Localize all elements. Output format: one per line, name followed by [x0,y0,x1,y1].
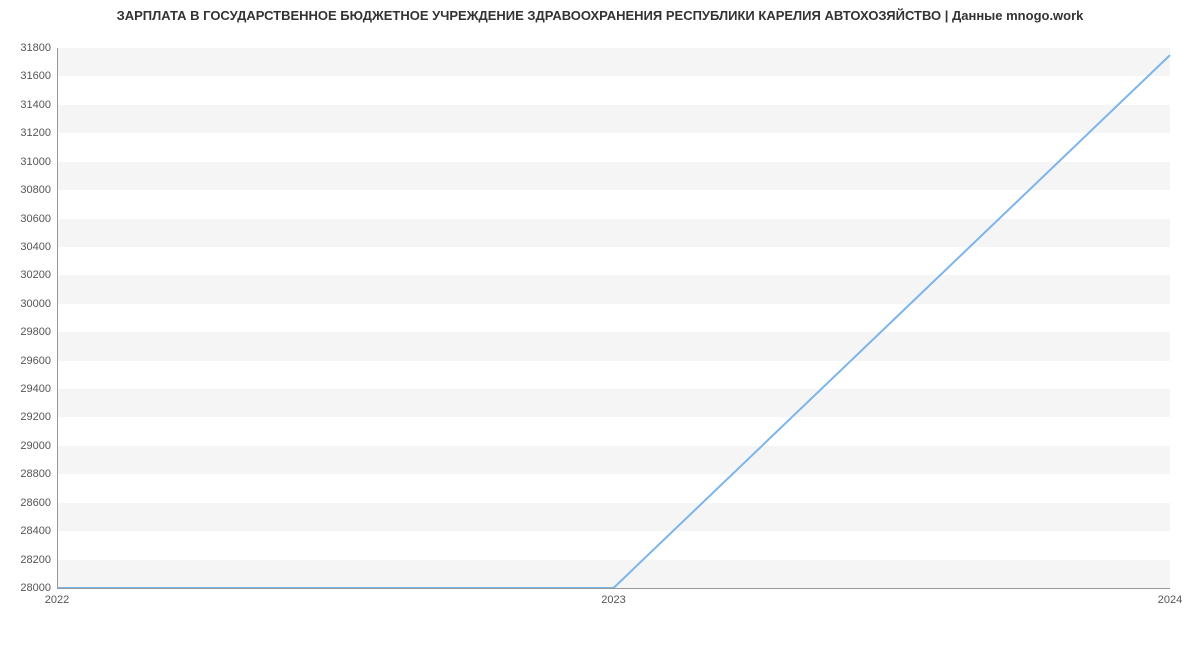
series-salary [57,55,1170,588]
salary-chart: ЗАРПЛАТА В ГОСУДАРСТВЕННОЕ БЮДЖЕТНОЕ УЧР… [0,0,1200,650]
y-axis [57,48,58,588]
y-tick-label: 31200 [20,127,57,139]
y-tick-label: 30800 [20,184,57,196]
y-tick-label: 29800 [20,326,57,338]
x-tick-label: 2024 [1158,588,1182,606]
y-tick-label: 28400 [20,525,57,537]
y-tick-label: 28600 [20,497,57,509]
y-tick-label: 29600 [20,355,57,367]
line-layer [57,48,1170,588]
y-tick-label: 28200 [20,554,57,566]
x-tick-label: 2022 [45,588,69,606]
y-tick-label: 31000 [20,156,57,168]
chart-title: ЗАРПЛАТА В ГОСУДАРСТВЕННОЕ БЮДЖЕТНОЕ УЧР… [0,8,1200,23]
y-tick-label: 28800 [20,468,57,480]
y-tick-label: 30400 [20,241,57,253]
y-tick-label: 30600 [20,213,57,225]
x-axis [57,588,1170,589]
y-tick-label: 30000 [20,298,57,310]
y-tick-label: 29000 [20,440,57,452]
x-tick-label: 2023 [601,588,625,606]
plot-area: 2800028200284002860028800290002920029400… [57,48,1170,588]
y-tick-label: 29400 [20,383,57,395]
y-tick-label: 31400 [20,99,57,111]
y-tick-label: 31600 [20,70,57,82]
y-tick-label: 30200 [20,269,57,281]
y-tick-label: 31800 [20,42,57,54]
y-tick-label: 29200 [20,411,57,423]
